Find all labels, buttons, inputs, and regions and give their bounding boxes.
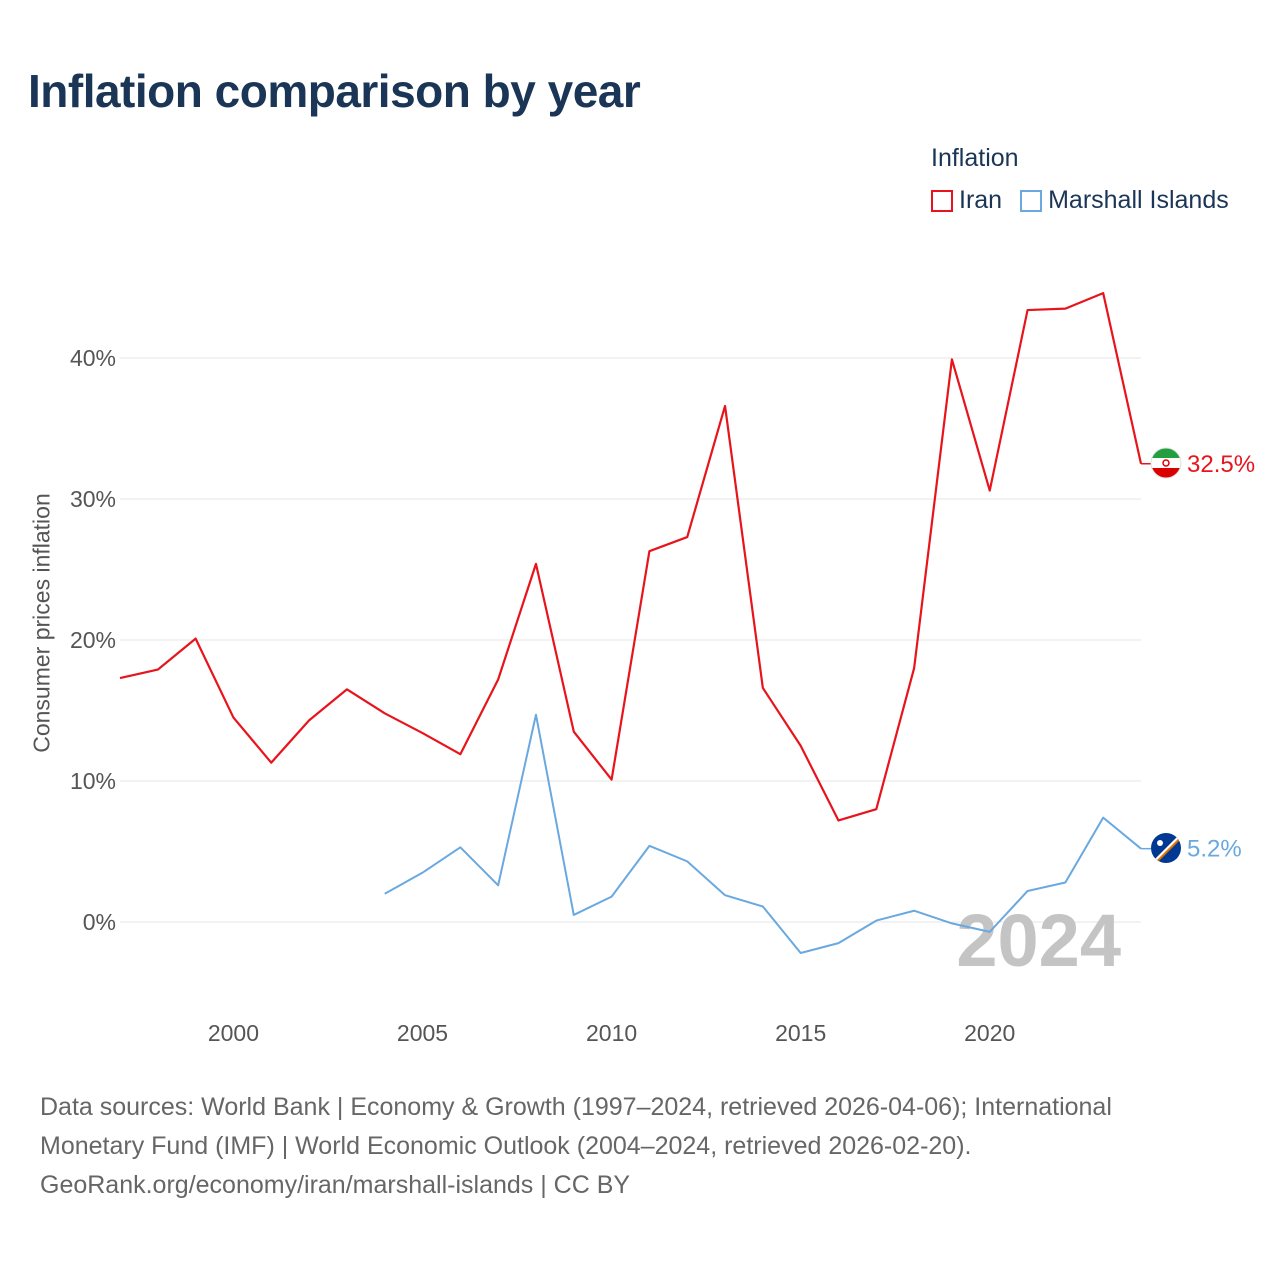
gridlines bbox=[120, 357, 1141, 923]
x-tick-label: 2010 bbox=[586, 1020, 637, 1046]
footer-sources-line-2: Monetary Fund (IMF) | World Economic Out… bbox=[40, 1132, 972, 1160]
legend-swatch-iran bbox=[931, 189, 953, 212]
y-axis-ticks: 0% 10% 20% 30% 40% bbox=[70, 345, 116, 935]
legend-item-marshall-islands[interactable]: Marshall Islands bbox=[1020, 186, 1229, 215]
series-line-iran[interactable] bbox=[119, 292, 1143, 822]
y-tick-label: 0% bbox=[83, 909, 116, 935]
y-tick-label: 10% bbox=[70, 768, 116, 794]
year-watermark: 2024 bbox=[956, 899, 1121, 982]
legend-swatch-marshall-islands bbox=[1020, 189, 1043, 212]
x-axis-ticks: 2000 2005 2010 2015 2020 bbox=[208, 1020, 1015, 1046]
chart-title: Inflation comparison by year bbox=[28, 65, 641, 117]
legend-item-iran[interactable]: Iran bbox=[931, 186, 1002, 215]
legend-title: Inflation bbox=[931, 144, 1019, 172]
x-tick-label: 2020 bbox=[964, 1020, 1015, 1046]
series-line-marshall-islands[interactable] bbox=[384, 713, 1142, 955]
end-markers bbox=[1150, 447, 1182, 863]
end-labels: 32.5% 5.2% bbox=[1187, 451, 1255, 863]
legend: Iran Marshall Islands bbox=[931, 186, 1247, 215]
x-tick-label: 2005 bbox=[397, 1020, 448, 1046]
iran-flag-icon bbox=[1150, 447, 1182, 479]
legend-label-marshall-islands: Marshall Islands bbox=[1048, 186, 1229, 214]
end-value-label-iran: 32.5% bbox=[1187, 451, 1255, 478]
y-tick-label: 30% bbox=[70, 486, 116, 512]
footer: Data sources: World Bank | Economy & Gro… bbox=[40, 1088, 1240, 1205]
legend-label-iran: Iran bbox=[959, 186, 1003, 214]
footer-sources-line-1: Data sources: World Bank | Economy & Gro… bbox=[40, 1093, 1112, 1121]
x-tick-label: 2015 bbox=[775, 1020, 826, 1046]
y-tick-label: 40% bbox=[70, 345, 116, 371]
footer-attribution: GeoRank.org/economy/iran/marshall-island… bbox=[40, 1171, 631, 1199]
x-tick-label: 2000 bbox=[208, 1020, 259, 1046]
series-lines bbox=[119, 292, 1151, 955]
end-value-label-marshall-islands: 5.2% bbox=[1187, 836, 1242, 863]
y-tick-label: 20% bbox=[70, 627, 116, 653]
marshall-islands-flag-icon bbox=[1151, 833, 1181, 863]
